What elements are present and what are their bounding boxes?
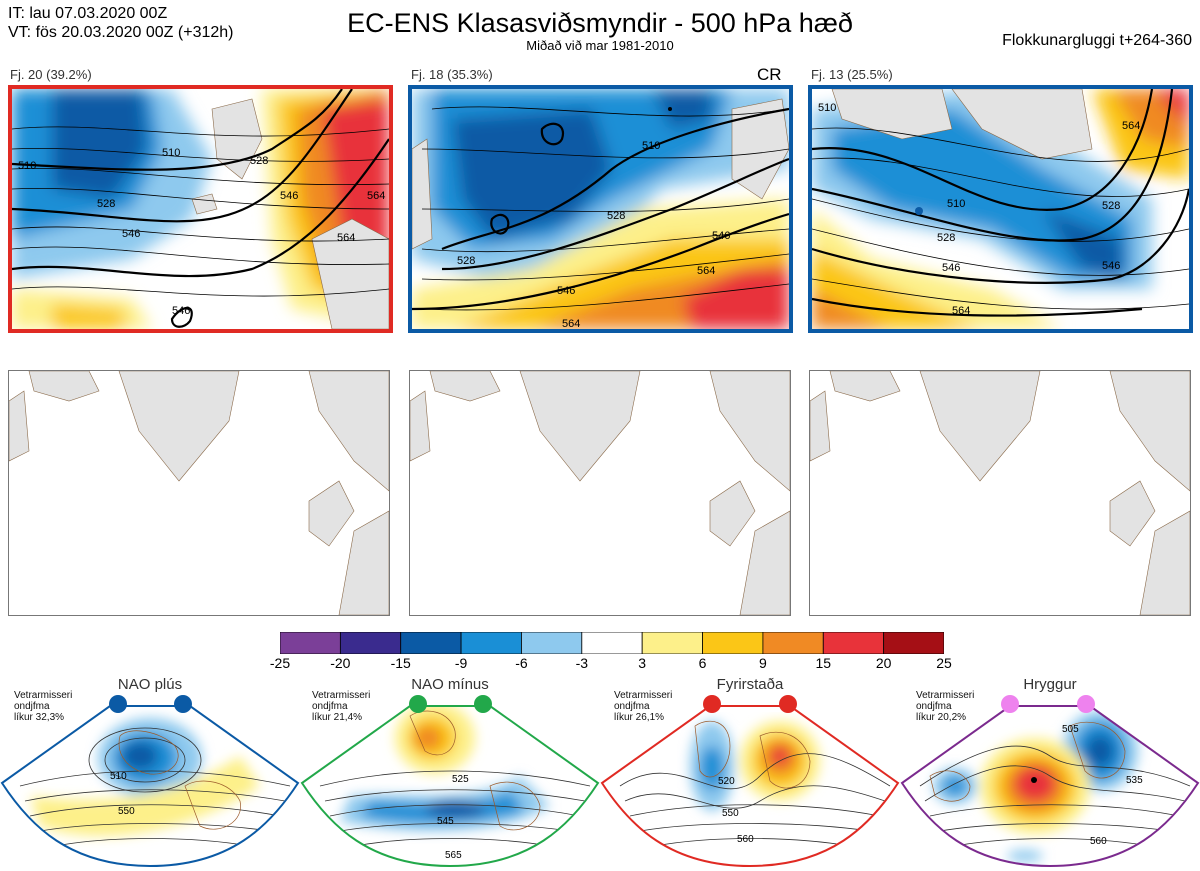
contour-label: 564 [337,232,355,244]
contour-label: 546 [1102,260,1120,272]
colorbar-segment [762,632,824,654]
pattern-info: Vetrarmisseri ondjfma líkur 21,4% [312,690,371,723]
contour-label: 564 [562,318,580,329]
contour-label: 528 [97,198,115,210]
pattern-ridge: Hryggur Vetrarmisseri ondjfma líkur 20,2… [900,676,1200,871]
colorbar-segment [460,632,522,654]
colorbar-tick-label: 15 [815,655,832,671]
pattern-info: Vetrarmisseri ondjfma líkur 32,3% [14,690,73,723]
pattern-title: NAO mínus [411,676,489,693]
contour-label: 546 [280,190,298,202]
contour-label: 564 [1122,120,1140,132]
contour-label: 545 [437,816,454,827]
cluster-2-label: Fj. 18 (35.3%) [411,67,493,82]
contour-label: 510 [818,102,836,114]
colorbar-segment [581,632,643,654]
colorbar-segment [521,632,583,654]
contour-label: 560 [737,834,754,845]
pattern-title: NAO plús [117,676,183,693]
contour-label: 510 [18,160,36,172]
contour-label: 510 [642,140,660,152]
contour-label: 528 [457,255,475,267]
contour-label: 546 [172,305,190,317]
colorbar-segment [702,632,764,654]
contour-label: 564 [697,265,715,277]
colorbar-tick-labels: -25 -20 -15 -9 -6 -3 3 6 9 15 20 25 [0,655,1200,673]
colorbar [280,632,944,654]
valid-time: VT: fös 20.03.2020 00Z (+312h) [8,24,234,41]
contour-label: 505 [1062,724,1079,735]
colorbar-tick-label: -9 [454,655,468,671]
colorbar-tick-label: 6 [698,655,707,671]
contour-label: 528 [1102,200,1120,212]
contour-label: 546 [557,285,575,297]
colorbar-tick-label: -6 [515,655,528,671]
contour-label: 520 [718,776,735,787]
cluster-1-label: Fj. 20 (39.2%) [10,67,92,82]
contour-label: 510 [947,198,965,210]
contour-label: 550 [118,806,135,817]
pattern-info: Vetrarmisseri ondjfma líkur 20,2% [916,690,975,723]
colorbar-tick-label: -20 [330,655,351,671]
contour-label: 565 [445,850,462,861]
colorbar-tick-label: 9 [759,655,767,671]
contour-label: 564 [952,305,970,317]
colorbar-segment [339,632,402,654]
contour-label: 510 [162,147,180,159]
contour-label: 564 [367,190,385,202]
colorbar-tick-label: 20 [875,655,892,671]
contour-label: 510 [110,771,127,782]
colorbar-segment [641,632,703,654]
base-map-2 [409,370,791,616]
colorbar-segment [280,632,341,654]
colorbar-tick-label: -25 [269,655,291,671]
cluster-1-map: 510 528 546 528 546 564 510 546 564 [8,85,393,333]
base-map-3 [809,370,1191,616]
colorbar-tick-label: 25 [936,655,952,671]
pattern-title: Fyrirstaða [716,676,784,693]
pattern-nao-plus: NAO plús Vetrarmisseri ondjfma líkur 32,… [0,676,300,871]
cluster-2-map: 510 528 546 564 528 546 564 [408,85,793,333]
contour-label: 528 [937,232,955,244]
contour-label: 528 [607,210,625,222]
colorbar-tick-label: -15 [390,655,411,671]
page-subtitle: Miðað við mar 1981-2010 [526,38,674,53]
contour-label: 546 [942,262,960,274]
colorbar-tick-label: 3 [638,655,647,671]
issue-times: IT: lau 07.03.2020 00Z VT: fös 20.03.202… [8,4,233,42]
cluster-3-label: Fj. 13 (25.5%) [811,67,893,82]
contour-label: 546 [122,228,140,240]
init-time: IT: lau 07.03.2020 00Z [8,5,168,22]
colorbar-segment [400,632,462,654]
pattern-info: Vetrarmisseri ondjfma líkur 26,1% [614,690,673,723]
pattern-title: Hryggur [1023,676,1077,693]
base-map-1 [8,370,390,616]
contour-label: 550 [722,808,739,819]
classification-window: Flokkunargluggi t+264-360 [1002,32,1192,49]
contour-label: 535 [1126,775,1143,786]
colorbar-segment [822,632,885,654]
pattern-nao-minus: NAO mínus Vetrarmisseri ondjfma líkur 21… [300,676,600,871]
cluster-3-map: 510 528 546 564 528 546 564 510 [808,85,1193,333]
contour-label: 546 [712,230,730,242]
page-title: EC-ENS Klasasviðsmyndir - 500 hPa hæð [347,8,853,38]
contour-label: 525 [452,774,469,785]
colorbar-segment [883,632,944,654]
contour-label: 560 [1090,836,1107,847]
colorbar-tick-label: -3 [575,655,589,671]
control-run-tag: CR [757,65,782,84]
contour-label: 528 [250,155,268,167]
pattern-blocking: Fyrirstaða Vetrarmisseri ondjfma líkur 2… [600,676,900,871]
